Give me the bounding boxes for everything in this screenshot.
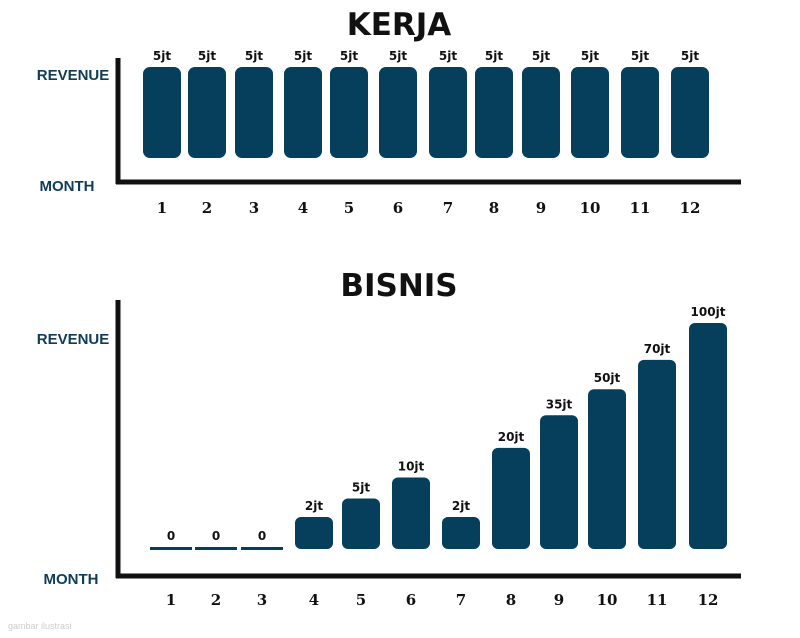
x-tick-kerja-3: 3 bbox=[249, 199, 259, 217]
data-label-bisnis-5: 5jt bbox=[352, 480, 370, 494]
data-label-bisnis-12: 100jt bbox=[691, 305, 726, 319]
bar-bisnis-4 bbox=[295, 517, 333, 549]
x-tick-bisnis-6: 6 bbox=[406, 591, 416, 609]
bar-kerja-8 bbox=[475, 67, 513, 158]
x-tick-bisnis-5: 5 bbox=[356, 591, 366, 609]
x-axis-label-kerja: MONTH bbox=[40, 178, 95, 195]
x-tick-kerja-1: 1 bbox=[157, 199, 167, 217]
chart-title-kerja: KERJA bbox=[347, 7, 452, 43]
data-label-bisnis-4: 2jt bbox=[305, 499, 323, 513]
data-label-bisnis-9: 35jt bbox=[546, 397, 573, 411]
data-label-kerja-4: 5jt bbox=[294, 49, 312, 63]
bar-bisnis-3 bbox=[241, 547, 283, 550]
x-tick-kerja-2: 2 bbox=[202, 199, 212, 217]
bar-kerja-3 bbox=[235, 67, 273, 158]
x-tick-bisnis-11: 11 bbox=[647, 591, 668, 609]
bar-bisnis-1 bbox=[150, 547, 192, 550]
data-label-kerja-8: 5jt bbox=[485, 49, 503, 63]
x-tick-kerja-7: 7 bbox=[443, 199, 453, 217]
bar-bisnis-2 bbox=[195, 547, 237, 550]
y-axis-label-bisnis: REVENUE bbox=[37, 331, 110, 348]
bar-bisnis-9 bbox=[540, 415, 578, 549]
x-tick-bisnis-1: 1 bbox=[166, 591, 176, 609]
bar-bisnis-11 bbox=[638, 359, 676, 549]
data-label-kerja-9: 5jt bbox=[532, 49, 550, 63]
data-label-bisnis-2: 0 bbox=[212, 529, 220, 543]
bar-bisnis-7 bbox=[442, 517, 480, 549]
bar-bisnis-12 bbox=[689, 323, 727, 549]
bar-kerja-1 bbox=[143, 67, 181, 158]
y-axis-label-kerja: REVENUE bbox=[37, 67, 110, 84]
bar-kerja-12 bbox=[671, 67, 709, 158]
bar-kerja-10 bbox=[571, 67, 609, 158]
bar-kerja-5 bbox=[330, 67, 368, 158]
x-tick-kerja-4: 4 bbox=[298, 199, 308, 217]
x-tick-kerja-8: 8 bbox=[489, 199, 499, 217]
x-tick-kerja-12: 12 bbox=[680, 199, 701, 217]
watermark: gambar ilustrasi bbox=[8, 621, 72, 631]
x-tick-kerja-5: 5 bbox=[344, 199, 354, 217]
data-label-kerja-7: 5jt bbox=[439, 49, 457, 63]
bar-kerja-2 bbox=[188, 67, 226, 158]
data-label-kerja-10: 5jt bbox=[581, 49, 599, 63]
data-label-kerja-1: 5jt bbox=[153, 49, 171, 63]
x-tick-kerja-6: 6 bbox=[393, 199, 403, 217]
bar-bisnis-8 bbox=[492, 447, 530, 549]
data-label-bisnis-8: 20jt bbox=[498, 430, 525, 444]
data-label-kerja-5: 5jt bbox=[340, 49, 358, 63]
data-label-bisnis-10: 50jt bbox=[594, 371, 621, 385]
x-tick-bisnis-8: 8 bbox=[506, 591, 516, 609]
data-label-kerja-3: 5jt bbox=[245, 49, 263, 63]
bar-kerja-6 bbox=[379, 67, 417, 158]
data-label-kerja-2: 5jt bbox=[198, 49, 216, 63]
x-tick-bisnis-9: 9 bbox=[554, 591, 564, 609]
data-label-kerja-12: 5jt bbox=[681, 49, 699, 63]
bar-kerja-7 bbox=[429, 67, 467, 158]
x-tick-kerja-9: 9 bbox=[536, 199, 546, 217]
bar-kerja-9 bbox=[522, 67, 560, 158]
x-tick-bisnis-12: 12 bbox=[698, 591, 719, 609]
data-label-bisnis-1: 0 bbox=[167, 529, 175, 543]
x-tick-bisnis-7: 7 bbox=[456, 591, 466, 609]
x-tick-bisnis-2: 2 bbox=[211, 591, 221, 609]
x-tick-kerja-11: 11 bbox=[630, 199, 651, 217]
data-label-kerja-6: 5jt bbox=[389, 49, 407, 63]
bar-kerja-11 bbox=[621, 67, 659, 158]
x-axis-label-bisnis: MONTH bbox=[44, 571, 99, 588]
bar-kerja-4 bbox=[284, 67, 322, 158]
bar-bisnis-6 bbox=[392, 477, 430, 549]
x-tick-kerja-10: 10 bbox=[580, 199, 601, 217]
data-label-kerja-11: 5jt bbox=[631, 49, 649, 63]
x-tick-bisnis-4: 4 bbox=[309, 591, 319, 609]
data-label-bisnis-6: 10jt bbox=[398, 460, 425, 474]
bar-bisnis-5 bbox=[342, 498, 380, 549]
data-label-bisnis-11: 70jt bbox=[644, 342, 671, 356]
data-label-bisnis-7: 2jt bbox=[452, 499, 470, 513]
data-label-bisnis-3: 0 bbox=[258, 529, 266, 543]
x-tick-bisnis-10: 10 bbox=[597, 591, 618, 609]
x-tick-bisnis-3: 3 bbox=[257, 591, 267, 609]
bar-bisnis-10 bbox=[588, 389, 626, 549]
chart-title-bisnis: BISNIS bbox=[340, 268, 457, 304]
